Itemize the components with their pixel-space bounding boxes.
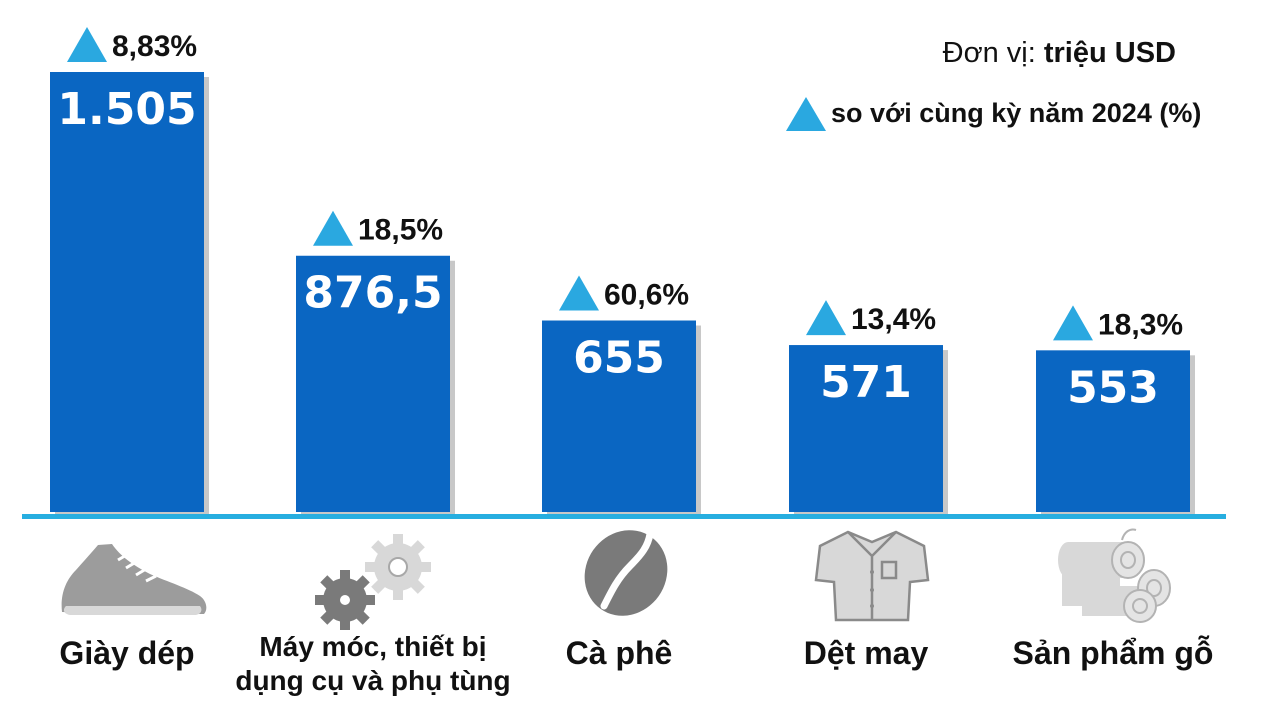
growth-triangle-icon <box>559 275 599 311</box>
category-label: Sản phẩm gỗ <box>1013 635 1214 671</box>
logs-icon <box>1058 528 1171 623</box>
bar-value-label: 655 <box>573 333 665 384</box>
bar-value-label: 876,5 <box>303 268 442 319</box>
growth-label: 18,5% <box>358 214 443 247</box>
gears-icon <box>315 534 431 630</box>
growth-label: 60,6% <box>604 279 689 312</box>
shirt-icon <box>814 530 930 622</box>
x-axis-baseline <box>22 514 1226 519</box>
bar-4 <box>789 345 943 512</box>
growth-label: 18,3% <box>1098 308 1183 341</box>
category-label: Cà phê <box>566 635 673 671</box>
shoe-icon <box>61 544 207 615</box>
bar-value-label: 1.505 <box>57 84 196 135</box>
bar-1 <box>50 72 204 512</box>
growth-triangle-icon <box>67 27 107 62</box>
category-label: Giày dép <box>59 635 194 671</box>
growth-triangle-icon <box>313 210 353 246</box>
legend-label: so với cùng kỳ năm 2024 (%) <box>831 98 1201 128</box>
growth-triangle-icon <box>806 300 846 336</box>
bar-value-label: 571 <box>820 357 912 408</box>
category-label: Máy móc, thiết bị dụng cụ và phụ tùng <box>235 631 510 696</box>
bar-5 <box>1036 350 1190 512</box>
growth-label: 13,4% <box>851 303 936 336</box>
bar-2 <box>296 255 450 513</box>
category-label: Dệt may <box>804 635 929 671</box>
unit-label: Đơn vị: triệu USD <box>943 37 1176 69</box>
legend-triangle-icon <box>786 97 826 131</box>
bar-3 <box>542 320 696 512</box>
growth-triangle-icon <box>1053 305 1093 341</box>
growth-label: 8,83% <box>112 30 197 63</box>
bar-value-label: 553 <box>1067 362 1159 413</box>
coffee-bean-icon <box>584 530 668 616</box>
